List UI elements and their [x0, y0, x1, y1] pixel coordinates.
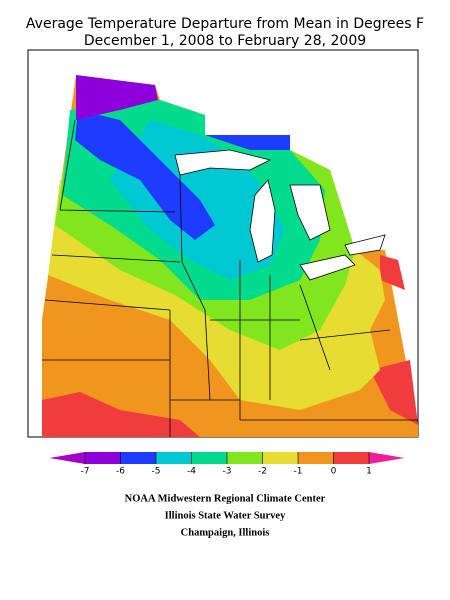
footer-line: NOAA Midwestern Regional Climate Center — [125, 493, 326, 504]
legend-tick-label: 1 — [366, 467, 372, 477]
region-purple — [76, 75, 158, 120]
legend-arrow — [369, 452, 405, 464]
legend-tick-label: -7 — [81, 467, 90, 477]
state-lines — [42, 119, 418, 437]
legend-tick-label: -6 — [116, 467, 125, 477]
legend-tick-label: -1 — [294, 467, 303, 477]
lakes — [174, 149, 386, 281]
legend-tick-label: -2 — [258, 467, 267, 477]
legend-swatch — [85, 452, 121, 464]
title-line: Average Temperature Departure from Mean … — [26, 16, 424, 32]
title-line: December 1, 2008 to February 28, 2009 — [84, 33, 366, 49]
legend-tick-label: -4 — [187, 467, 196, 477]
region-blue — [75, 110, 290, 240]
legend-swatch — [156, 452, 192, 464]
legend-swatch — [298, 452, 334, 464]
color-legend: -7 -6 -5 -4 -3 -2 -1 0 1 — [49, 452, 405, 477]
legend-tick-label: -5 — [152, 467, 161, 477]
legend-tick-label: -3 — [223, 467, 232, 477]
legend-swatch — [120, 452, 156, 464]
legend-swatch — [191, 452, 227, 464]
footer-line: Champaign, Illinois — [181, 527, 270, 538]
map — [27, 49, 419, 438]
legend-swatch — [227, 452, 263, 464]
legend-arrow — [49, 452, 85, 464]
legend-swatch — [262, 452, 298, 464]
legend-tick-label: 0 — [331, 467, 337, 477]
footer-line: Illinois State Water Survey — [165, 510, 286, 521]
legend-swatch — [333, 452, 369, 464]
